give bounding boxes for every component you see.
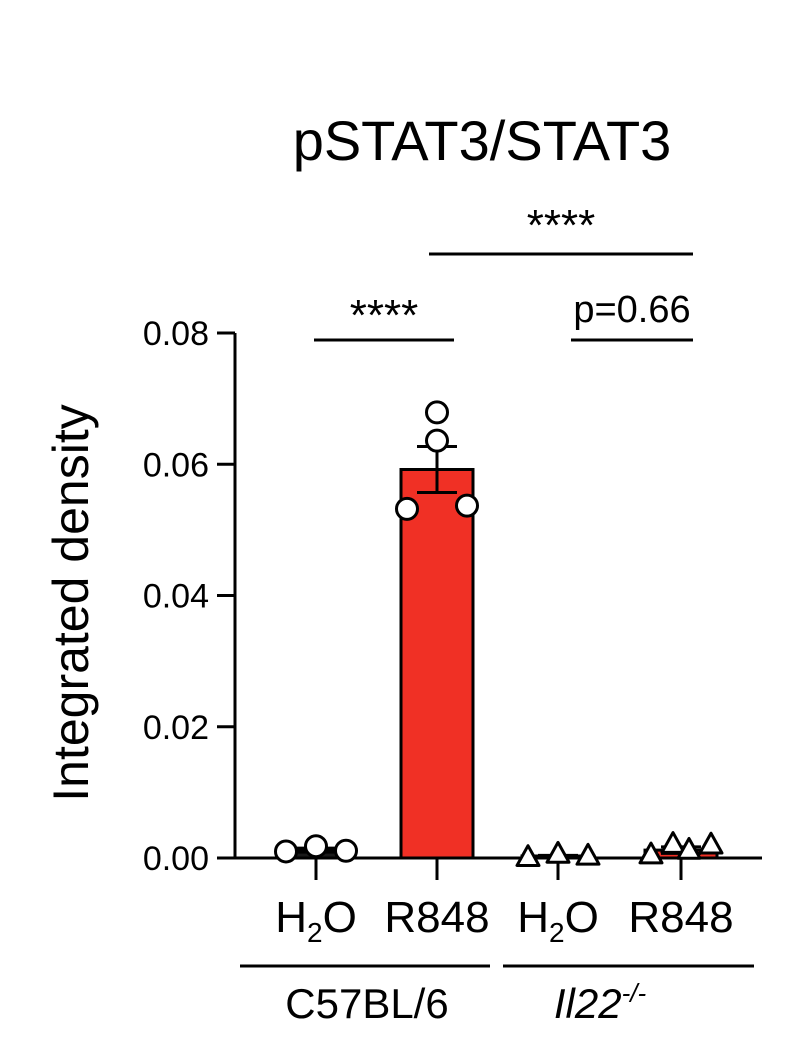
x-tick-label-rest: O	[565, 893, 599, 942]
data-point	[545, 840, 571, 864]
data-point	[676, 836, 702, 860]
x-tick-label-main: R848	[384, 893, 489, 942]
data-point	[274, 839, 298, 864]
x-tick-label-main: H	[517, 893, 549, 942]
x-tick-label: R848	[384, 893, 489, 942]
x-tick-label: R848	[628, 893, 733, 942]
y-axis-label: Integrated density	[43, 404, 99, 802]
significance-label: p=0.66	[573, 289, 690, 331]
significance-label: ****	[527, 201, 596, 250]
data-point	[575, 842, 601, 866]
y-tick-label: 0.04	[143, 578, 209, 616]
bar	[399, 468, 475, 860]
y-tick-label: 0.06	[143, 446, 209, 484]
data-point	[334, 838, 358, 863]
data-point	[395, 496, 419, 521]
data-point	[638, 841, 664, 865]
x-tick-label: H2O	[517, 893, 599, 948]
x-tick-label-main: H	[275, 893, 307, 942]
significance-label: ****	[350, 291, 419, 340]
y-tick-label: 0.00	[143, 840, 209, 878]
y-tick-label: 0.02	[143, 709, 209, 747]
x-tick-label: H2O	[275, 893, 357, 948]
x-tick-label-sub: 2	[307, 917, 323, 948]
data-point	[425, 428, 449, 453]
x-tick-label-rest: O	[323, 893, 357, 942]
group-label-sup: -/-	[622, 978, 647, 1008]
data-point	[660, 831, 686, 854]
data-point	[304, 834, 328, 859]
data-point	[515, 844, 541, 867]
x-tick-label-main: R848	[628, 893, 733, 942]
group-label: C57BL/6	[285, 980, 448, 1027]
data-point	[455, 493, 479, 518]
group-label: Il22-/-	[554, 978, 647, 1027]
data-point	[425, 400, 449, 425]
group-label-italic: Il22	[554, 980, 622, 1027]
x-tick-label-sub: 2	[549, 917, 565, 948]
data-point	[698, 831, 724, 855]
y-tick-label: 0.08	[143, 315, 209, 353]
chart-title: pSTAT3/STAT3	[293, 109, 672, 172]
